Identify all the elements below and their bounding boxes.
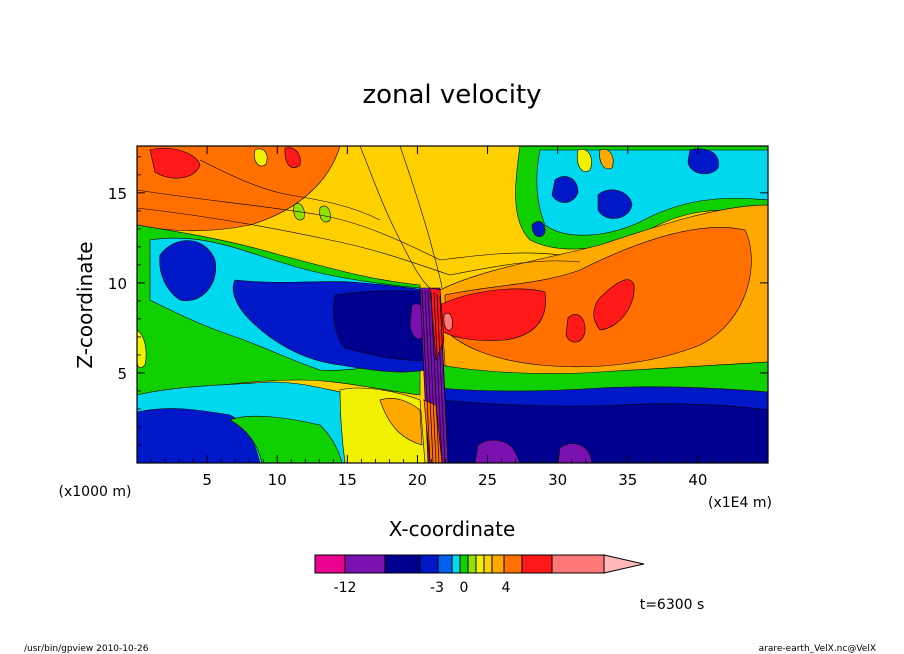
- x-axis-label: X-coordinate: [389, 517, 516, 541]
- time-annotation: t=6300 s: [640, 597, 705, 613]
- footer-left: /usr/bin/gpview 2010-10-26: [24, 644, 149, 654]
- colorbar-segment: [475, 554, 485, 574]
- upper-jet-small-core: [284, 147, 301, 168]
- lower-left-green: [229, 415, 343, 463]
- eastward-jet-core-2: [593, 279, 635, 331]
- colorbar-segment: [521, 554, 553, 574]
- x-tick-label: 40: [688, 471, 707, 489]
- chart-title: zonal velocity: [362, 80, 541, 110]
- colorbar-labels: -12 -3 0 4: [334, 580, 511, 596]
- colorbar-overflow-arrow: [603, 554, 645, 574]
- lower-right-purple-2: [557, 443, 593, 463]
- colorbar-segment: [551, 554, 605, 574]
- plot-area: [137, 146, 768, 463]
- y-units: (x1000 m): [59, 484, 132, 500]
- colorbar-segment: [483, 554, 493, 574]
- deep-negative-core: [333, 290, 426, 361]
- eastward-jet-pink: [443, 312, 453, 331]
- x-tick-label: 10: [268, 471, 287, 489]
- colorbar-segment: [451, 554, 461, 574]
- y-tick-label: 5: [117, 365, 127, 383]
- colorbar-label-min: -12: [334, 580, 357, 596]
- y-tick-label: 10: [108, 275, 127, 293]
- mountain-wave-contours: [421, 289, 449, 463]
- upper-contours: [137, 146, 581, 289]
- upper-right-blue-3: [687, 148, 719, 175]
- eastward-jet-core-3: [565, 314, 586, 343]
- colorbar-segment: [437, 554, 453, 574]
- colorbar-label-four: 4: [502, 580, 511, 596]
- y-axis: 5 10 15: [108, 156, 768, 446]
- upper-right-blue-4: [531, 221, 546, 238]
- colorbar-segment: [459, 554, 469, 574]
- x-tick-label: 35: [618, 471, 637, 489]
- colorbar-segment: [467, 554, 477, 574]
- lower-right-purple: [474, 439, 521, 463]
- colorbar-segment: [491, 554, 505, 574]
- left-blue-blob: [159, 240, 217, 302]
- colorbar-segment: [419, 554, 439, 574]
- x-tick-label: 20: [408, 471, 427, 489]
- eastward-jet-core: [439, 288, 546, 341]
- mountain-wave-orange: [423, 399, 443, 463]
- y-tick-label: 15: [108, 185, 127, 203]
- colorbar-segment: [503, 554, 523, 574]
- lower-left-blue: [137, 408, 261, 463]
- upper-left-jet-core: [149, 147, 201, 179]
- upper-right-orange-1: [599, 148, 614, 170]
- colorbar-segment: [344, 554, 386, 574]
- upper-right-blue-1: [551, 176, 579, 203]
- x-tick-label: 30: [548, 471, 567, 489]
- colorbar-segment: [314, 554, 346, 574]
- x-axis: 5 10 15 20 25 30 35 40: [150, 146, 755, 489]
- upper-right-yellow-1: [577, 148, 592, 172]
- colorbar: [314, 554, 645, 574]
- footer-right: arare-earth_VelX.nc@VelX: [759, 644, 876, 654]
- lower-mid-orange: [379, 398, 423, 446]
- colorbar-segment: [384, 554, 421, 574]
- y-axis-label: Z-coordinate: [73, 241, 97, 368]
- x-tick-label: 25: [478, 471, 497, 489]
- lower-right-navy: [439, 399, 768, 463]
- upper-wave-green-2: [319, 205, 331, 223]
- colorbar-label-neg3: -3: [430, 580, 444, 596]
- upper-right-blue-2: [597, 189, 633, 219]
- x-tick-label: 15: [338, 471, 357, 489]
- x-tick-label: 5: [202, 471, 212, 489]
- x-units: (x1E4 m): [708, 495, 772, 511]
- plot-frame: [136, 145, 769, 464]
- lower-mid-transition: [439, 361, 768, 393]
- upper-wave-yellow-2: [254, 148, 268, 167]
- colorbar-label-zero: 0: [460, 580, 469, 596]
